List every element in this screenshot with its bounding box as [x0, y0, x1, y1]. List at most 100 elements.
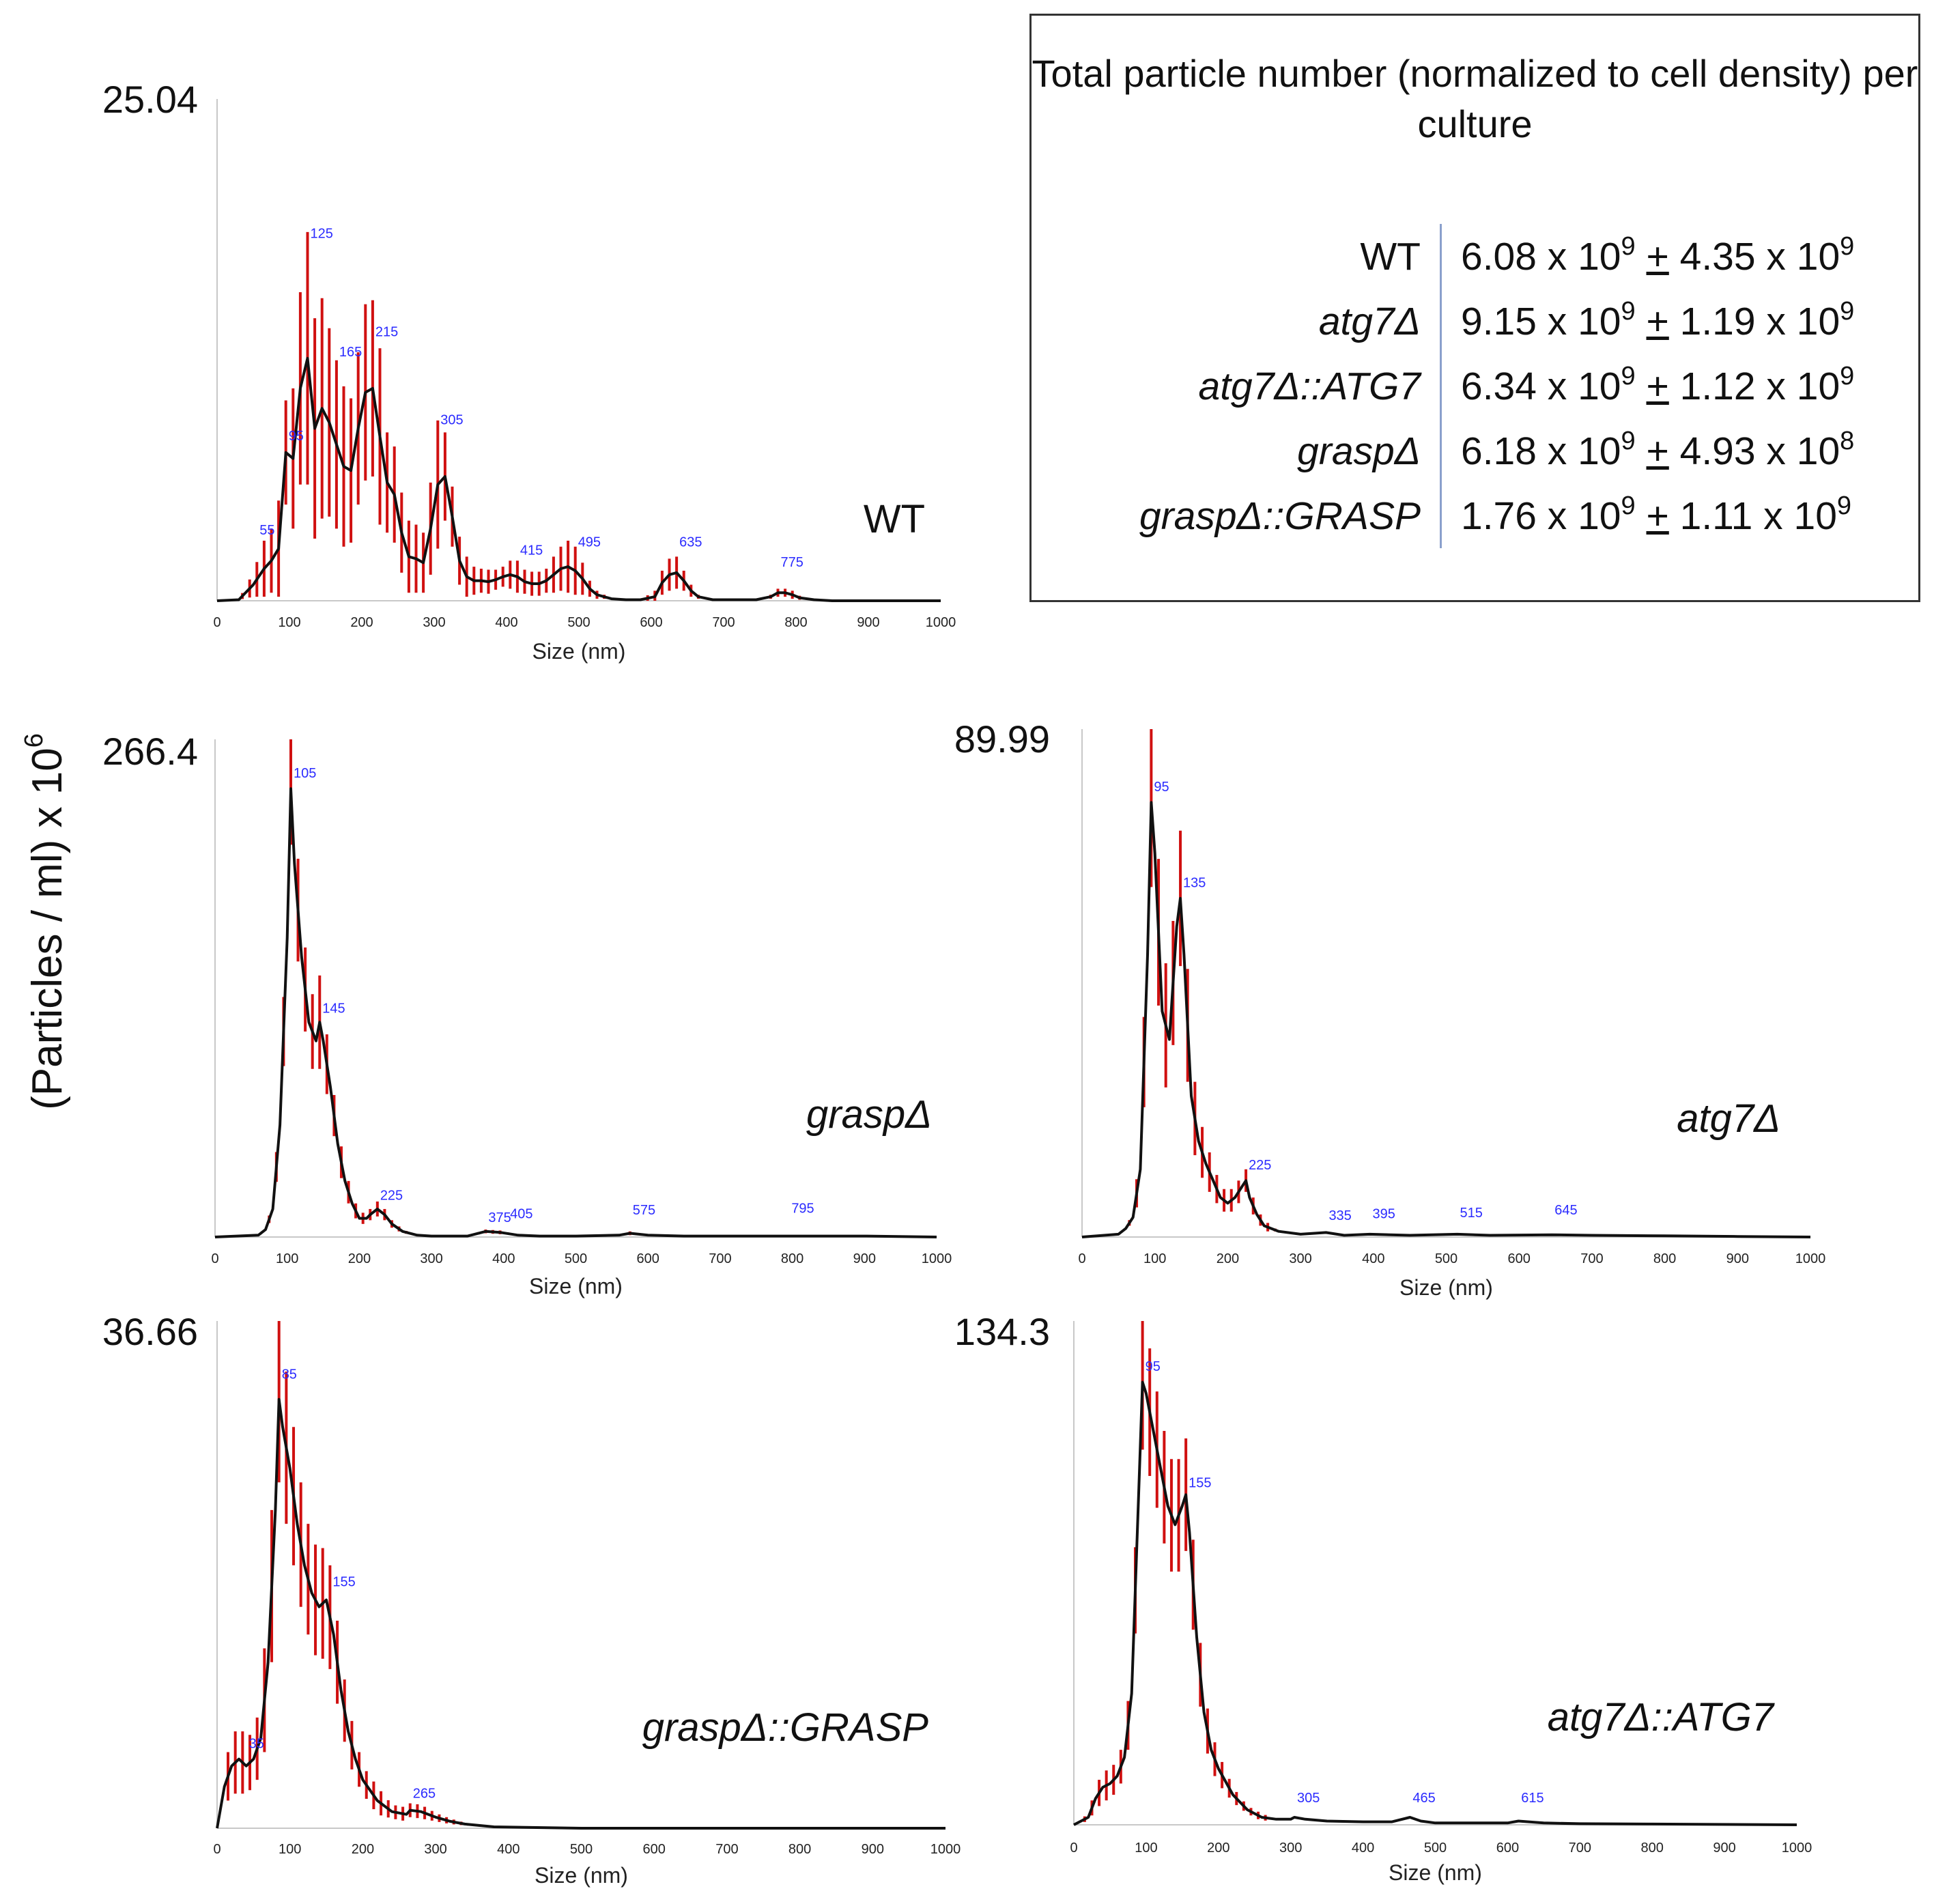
peak-label: 635 — [679, 535, 702, 550]
x-tick-label: 700 — [715, 1842, 738, 1857]
x-axis-label: Size (nm) — [1399, 1275, 1493, 1300]
mean-distribution-line — [1073, 1380, 1797, 1826]
chart-panel: 25.04 0 100 200 300 400 500 600 700 800 900 1000 Siz… — [102, 78, 956, 664]
series-name: atg7Δ — [1677, 1096, 1780, 1141]
y-max-label: 134.3 — [954, 1310, 1050, 1353]
x-tick-label: 600 — [640, 615, 662, 630]
y-max-label: 36.66 — [102, 1310, 198, 1353]
x-tick-label: 500 — [1435, 1251, 1457, 1266]
chart-panel: 134.3 0 100 200 300 400 500 600 700 800 900 1000 Siz… — [954, 1310, 1812, 1885]
legend-row: atg7Δ::ATG7 6.34 x 109 + 1.12 x 109 — [1072, 354, 1885, 418]
mean-distribution-line — [216, 1397, 945, 1830]
peak-label: 575 — [633, 1203, 655, 1218]
legend-plus-minus: + — [1646, 494, 1669, 538]
x-axis-label: Size (nm) — [529, 1274, 623, 1298]
legend-row: graspΔ::GRASP 1.76 x 109 + 1.11 x 109 — [1072, 483, 1885, 548]
x-tick-label: 0 — [213, 615, 221, 630]
legend-value: 9.15 x 109 + 1.19 x 109 — [1441, 289, 1886, 354]
peak-label: 495 — [578, 535, 601, 550]
y-max-label: 89.99 — [954, 717, 1050, 761]
legend-value: 6.18 x 109 + 4.93 x 108 — [1441, 418, 1886, 483]
peak-label: 35 — [249, 1736, 264, 1751]
peak-label: 645 — [1554, 1203, 1577, 1218]
x-tick-label: 900 — [1713, 1841, 1735, 1856]
x-tick-label: 800 — [784, 615, 807, 630]
x-tick-label: 100 — [278, 615, 300, 630]
legend-value: 6.08 x 109 + 4.35 x 109 — [1441, 224, 1886, 289]
peak-label: 155 — [332, 1574, 355, 1589]
peak-label: 105 — [294, 766, 316, 781]
x-tick-label: 400 — [492, 1251, 515, 1266]
legend-error: 4.93 x 10 — [1668, 429, 1840, 473]
x-tick-label: 400 — [495, 615, 517, 630]
x-tick-label: 600 — [1508, 1251, 1531, 1266]
legend-row: graspΔ 6.18 x 109 + 4.93 x 108 — [1072, 418, 1885, 483]
peak-label: 95 — [1154, 780, 1169, 795]
x-tick-label: 200 — [352, 1842, 374, 1857]
peak-label: 225 — [380, 1188, 403, 1203]
legend-error: 1.12 x 10 — [1668, 364, 1840, 408]
peak-label: 85 — [282, 1367, 297, 1382]
peak-label: 305 — [1297, 1791, 1320, 1806]
legend-box: Total particle number (normalized to cel… — [1029, 14, 1920, 602]
x-tick-label: 600 — [637, 1251, 659, 1266]
x-tick-label: 800 — [1641, 1841, 1664, 1856]
legend-genotype: graspΔ — [1072, 418, 1442, 483]
legend-plus-minus: + — [1646, 429, 1669, 473]
x-axis-label: Size (nm) — [532, 639, 626, 664]
x-tick-label: 900 — [862, 1842, 884, 1857]
legend-value: 1.76 x 109 + 1.11 x 109 — [1441, 483, 1886, 548]
peak-label: 125 — [311, 227, 333, 242]
x-tick-label: 100 — [279, 1842, 301, 1857]
peak-label: 375 — [488, 1210, 511, 1225]
legend-error-exponent: 8 — [1840, 426, 1855, 455]
y-max-label: 266.4 — [102, 730, 198, 773]
x-tick-label: 100 — [276, 1251, 298, 1266]
legend-mean: 6.34 x 10 — [1461, 364, 1621, 408]
x-tick-label: 1000 — [1795, 1251, 1826, 1266]
x-tick-label: 200 — [348, 1251, 371, 1266]
peak-label: 145 — [322, 1001, 345, 1017]
y-axis-label: (Particles / ml) x 106 — [20, 733, 71, 1110]
x-tick-label: 700 — [712, 615, 735, 630]
x-tick-label: 500 — [570, 1842, 593, 1857]
mean-distribution-line — [1081, 801, 1811, 1238]
x-tick-label: 300 — [420, 1251, 442, 1266]
legend-table: WT 6.08 x 109 + 4.35 x 109 atg7Δ 9.15 x 109… — [1072, 224, 1885, 548]
legend-mean-exponent: 9 — [1621, 231, 1636, 261]
series-name: atg7Δ::ATG7 — [1548, 1695, 1776, 1739]
x-tick-label: 900 — [853, 1251, 876, 1266]
x-tick-label: 0 — [1070, 1841, 1077, 1856]
x-tick-label: 100 — [1135, 1841, 1157, 1856]
x-tick-label: 200 — [1207, 1841, 1229, 1856]
legend-error-exponent: 9 — [1836, 491, 1852, 520]
x-tick-label: 400 — [1362, 1251, 1384, 1266]
chart-panel: 36.66 0 100 200 300 400 500 600 700 800 900 1000 Siz… — [102, 1310, 961, 1888]
peak-label: 405 — [510, 1207, 532, 1222]
error-bars — [227, 1321, 485, 1827]
x-tick-label: 500 — [1424, 1841, 1447, 1856]
series-name: WT — [864, 497, 925, 541]
peak-label: 515 — [1460, 1206, 1483, 1221]
legend-genotype: graspΔ::GRASP — [1072, 483, 1442, 548]
legend-plus-minus: + — [1646, 364, 1669, 408]
x-tick-label: 1000 — [922, 1251, 952, 1266]
legend-error-exponent: 9 — [1840, 231, 1855, 261]
peak-label: 95 — [289, 429, 304, 444]
peak-label: 795 — [791, 1201, 814, 1216]
peak-label: 265 — [413, 1786, 436, 1801]
mean-distribution-line — [216, 356, 941, 602]
x-tick-label: 0 — [1078, 1251, 1085, 1266]
error-bars — [268, 739, 639, 1236]
x-axis-label: Size (nm) — [535, 1863, 628, 1888]
error-bars — [1083, 1321, 1275, 1822]
legend-plus-minus: + — [1646, 299, 1669, 343]
x-tick-label: 100 — [1143, 1251, 1166, 1266]
legend-error-exponent: 9 — [1840, 296, 1855, 326]
x-tick-label: 300 — [1289, 1251, 1311, 1266]
x-tick-label: 800 — [1653, 1251, 1676, 1266]
legend-error: 1.11 x 10 — [1668, 494, 1837, 538]
peak-label: 165 — [339, 345, 362, 360]
peak-label: 775 — [781, 555, 804, 570]
legend-mean-exponent: 9 — [1621, 491, 1636, 520]
